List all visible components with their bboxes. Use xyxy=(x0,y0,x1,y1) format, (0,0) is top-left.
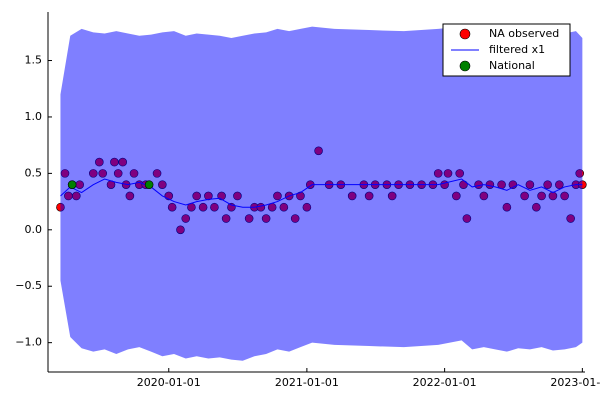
y-tick-label: −1.0 xyxy=(15,336,42,349)
point xyxy=(144,180,154,189)
y-tick-label: 0.5 xyxy=(25,166,43,179)
x-tick-label: 2020-01-01 xyxy=(137,376,201,389)
y-tick-label: 1.0 xyxy=(25,110,43,123)
x-tick-label: 2021-01-01 xyxy=(275,376,339,389)
line xyxy=(60,178,583,208)
legend-label: filtered x1 xyxy=(489,43,545,56)
point xyxy=(67,180,77,189)
legend-swatch xyxy=(459,28,471,40)
legend-label: National xyxy=(489,59,535,72)
y-tick-label: −0.5 xyxy=(15,279,42,292)
confidence-band xyxy=(60,26,583,361)
y-tick-label: 0.0 xyxy=(25,223,43,236)
x-tick-label: 2023-01-01 xyxy=(550,376,600,389)
legend-label: NA observed xyxy=(489,27,559,40)
legend-swatch xyxy=(459,60,471,72)
x-tick-label: 2022-01-01 xyxy=(413,376,477,389)
y-tick-label: 1.5 xyxy=(25,54,43,67)
